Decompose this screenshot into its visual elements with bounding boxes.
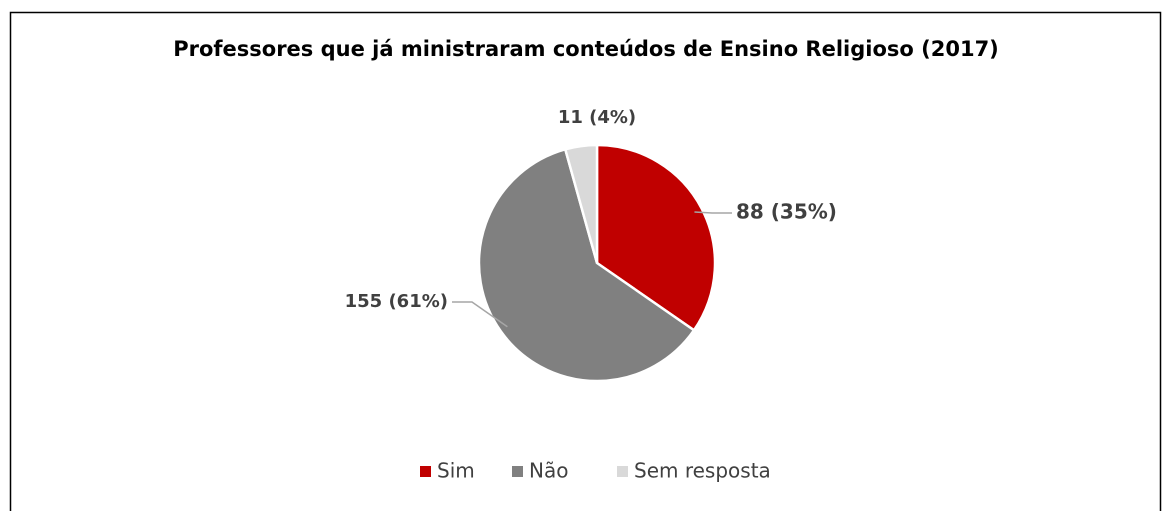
legend-label: Sim: [437, 459, 475, 483]
legend-label: Sem resposta: [634, 459, 771, 483]
legend-swatch: [617, 466, 628, 477]
data-label: 11 (4%): [558, 107, 636, 128]
data-label: 155 (61%): [345, 291, 448, 312]
pie-slice: [595, 143, 717, 332]
leader-line: [694, 211, 732, 214]
leader-line: [452, 301, 508, 328]
legend-swatch: [420, 466, 431, 477]
legend-swatch: [512, 466, 523, 477]
data-label: 88 (35%): [736, 200, 837, 224]
legend-label: Não: [529, 459, 568, 483]
pie-slice: [477, 147, 696, 383]
chart-title: Professores que já ministraram conteúdos…: [173, 37, 999, 61]
pie-slice: [563, 143, 599, 264]
